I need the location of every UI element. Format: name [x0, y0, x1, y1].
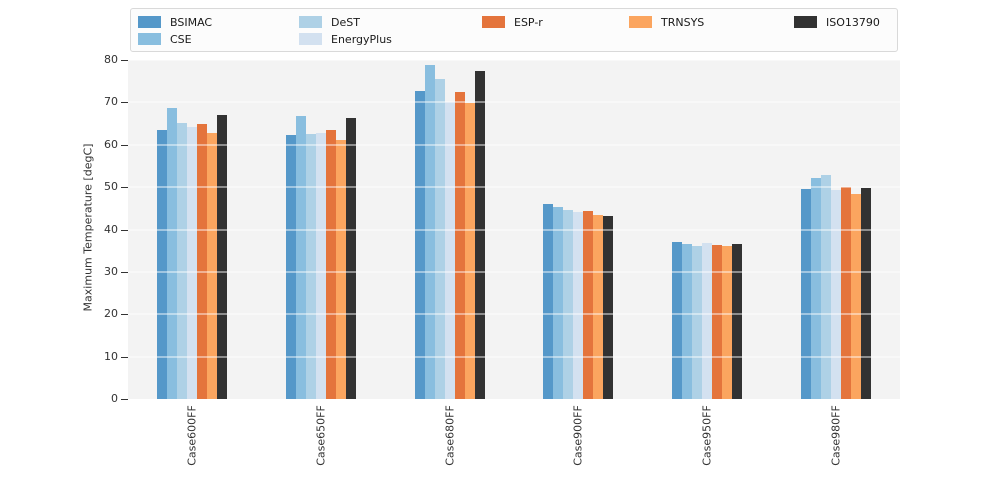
bar-dest-case900ff	[563, 210, 574, 399]
bar-trnsys-case950ff	[722, 246, 732, 399]
legend-swatch-icon	[299, 33, 322, 45]
y-tick-mark	[121, 271, 128, 273]
bar-energyplus-case980ff	[830, 189, 841, 399]
bar-cse-case650ff	[296, 115, 306, 399]
bars-layer	[128, 60, 900, 399]
legend-swatch-icon	[482, 16, 505, 28]
y-tick-label: 10	[104, 349, 118, 363]
legend-entry-trnsys: TRNSYS	[629, 14, 704, 30]
y-tick-mark	[121, 144, 128, 146]
legend-entry-dest: DeST	[299, 14, 392, 30]
legend-label: ISO13790	[826, 15, 880, 29]
bar-dest-case600ff	[177, 122, 188, 399]
legend-label: EnergyPlus	[331, 32, 392, 46]
y-tick-label: 70	[104, 95, 118, 109]
bar-energyplus-case950ff	[702, 243, 712, 399]
bar-esp-r-case900ff	[583, 211, 594, 399]
legend-label: ESP-r	[514, 15, 543, 29]
bar-bsimac-case680ff	[414, 90, 425, 399]
y-tick-mark	[121, 187, 128, 189]
plot-area	[128, 60, 900, 399]
bar-cse-case680ff	[424, 65, 435, 399]
bar-dest-case680ff	[434, 79, 445, 399]
legend-entry-cse: CSE	[138, 31, 212, 47]
x-tick-label: Case950FF	[700, 405, 714, 466]
bar-cse-case900ff	[553, 207, 564, 399]
bar-dest-case980ff	[820, 174, 831, 399]
y-tick-label: 30	[104, 264, 118, 278]
legend-entry-iso13790: ISO13790	[794, 14, 880, 30]
legend-entry-esp-r: ESP-r	[482, 14, 543, 30]
bar-cse-case980ff	[810, 177, 821, 399]
legend-column: TRNSYS	[629, 14, 704, 31]
y-tick-mark	[121, 60, 128, 61]
x-tick-label: Case600FF	[185, 405, 199, 466]
bar-esp-r-case980ff	[840, 186, 851, 399]
bar-esp-r-case600ff	[197, 124, 208, 399]
bar-trnsys-case680ff	[464, 102, 475, 399]
bar-energyplus-case650ff	[316, 133, 326, 399]
legend-swatch-icon	[138, 33, 161, 45]
x-tick-label: Case680FF	[443, 405, 457, 466]
bar-dest-case650ff	[306, 134, 316, 399]
legend-swatch-icon	[299, 16, 322, 28]
bar-bsimac-case600ff	[157, 129, 168, 399]
bar-bsimac-case950ff	[672, 242, 682, 399]
x-tick-label: Case900FF	[571, 405, 585, 466]
bar-cse-case950ff	[682, 244, 692, 399]
bar-iso13790-case680ff	[474, 70, 485, 399]
bar-iso13790-case600ff	[217, 114, 228, 399]
legend-entry-energyplus: EnergyPlus	[299, 31, 392, 47]
bar-energyplus-case600ff	[187, 127, 198, 399]
y-tick-mark	[121, 399, 128, 400]
legend-column: DeST EnergyPlus	[299, 14, 392, 48]
bar-trnsys-case900ff	[593, 214, 604, 399]
legend-entry-bsimac: BSIMAC	[138, 14, 212, 30]
x-tick-label: Case650FF	[314, 405, 328, 466]
bar-trnsys-case600ff	[207, 133, 218, 399]
bar-cse-case600ff	[167, 107, 178, 399]
legend-column: ISO13790	[794, 14, 880, 31]
bar-trnsys-case980ff	[850, 193, 861, 399]
y-tick-label: 0	[111, 392, 118, 405]
bar-iso13790-case980ff	[860, 187, 871, 399]
y-tick-label: 20	[104, 307, 118, 321]
bar-esp-r-case680ff	[454, 91, 465, 399]
y-tick-mark	[121, 229, 128, 231]
bar-esp-r-case950ff	[712, 245, 722, 399]
bar-iso13790-case950ff	[732, 243, 742, 399]
bar-dest-case950ff	[692, 245, 702, 399]
legend-label: BSIMAC	[170, 15, 213, 29]
y-tick-label: 40	[104, 222, 118, 236]
bar-esp-r-case650ff	[326, 130, 336, 399]
bar-bsimac-case900ff	[543, 204, 554, 399]
x-tick-label: Case980FF	[829, 405, 843, 466]
y-tick-label: 80	[104, 53, 118, 66]
legend-label: DeST	[331, 15, 360, 29]
legend-swatch-icon	[138, 16, 161, 28]
bar-bsimac-case650ff	[286, 135, 296, 399]
legend-column: BSIMAC CSE	[138, 14, 212, 48]
bar-trnsys-case650ff	[336, 139, 346, 399]
bar-energyplus-case900ff	[573, 211, 584, 399]
legend-label: CSE	[170, 32, 192, 46]
legend-column: ESP-r	[482, 14, 543, 31]
legend-label: TRNSYS	[661, 15, 705, 29]
y-tick-mark	[121, 356, 128, 358]
legend: BSIMAC CSE DeST EnergyPlus ESP-r TRNSYS ISO137…	[130, 8, 898, 52]
bar-bsimac-case980ff	[800, 188, 811, 399]
y-tick-mark	[121, 102, 128, 104]
legend-swatch-icon	[794, 16, 817, 28]
y-tick-mark	[121, 314, 128, 316]
bar-iso13790-case650ff	[346, 118, 356, 399]
y-tick-label: 50	[104, 180, 118, 194]
y-tick-label: 60	[104, 137, 118, 151]
legend-swatch-icon	[629, 16, 652, 28]
bar-energyplus-case680ff	[444, 101, 455, 399]
bar-iso13790-case900ff	[603, 215, 614, 399]
